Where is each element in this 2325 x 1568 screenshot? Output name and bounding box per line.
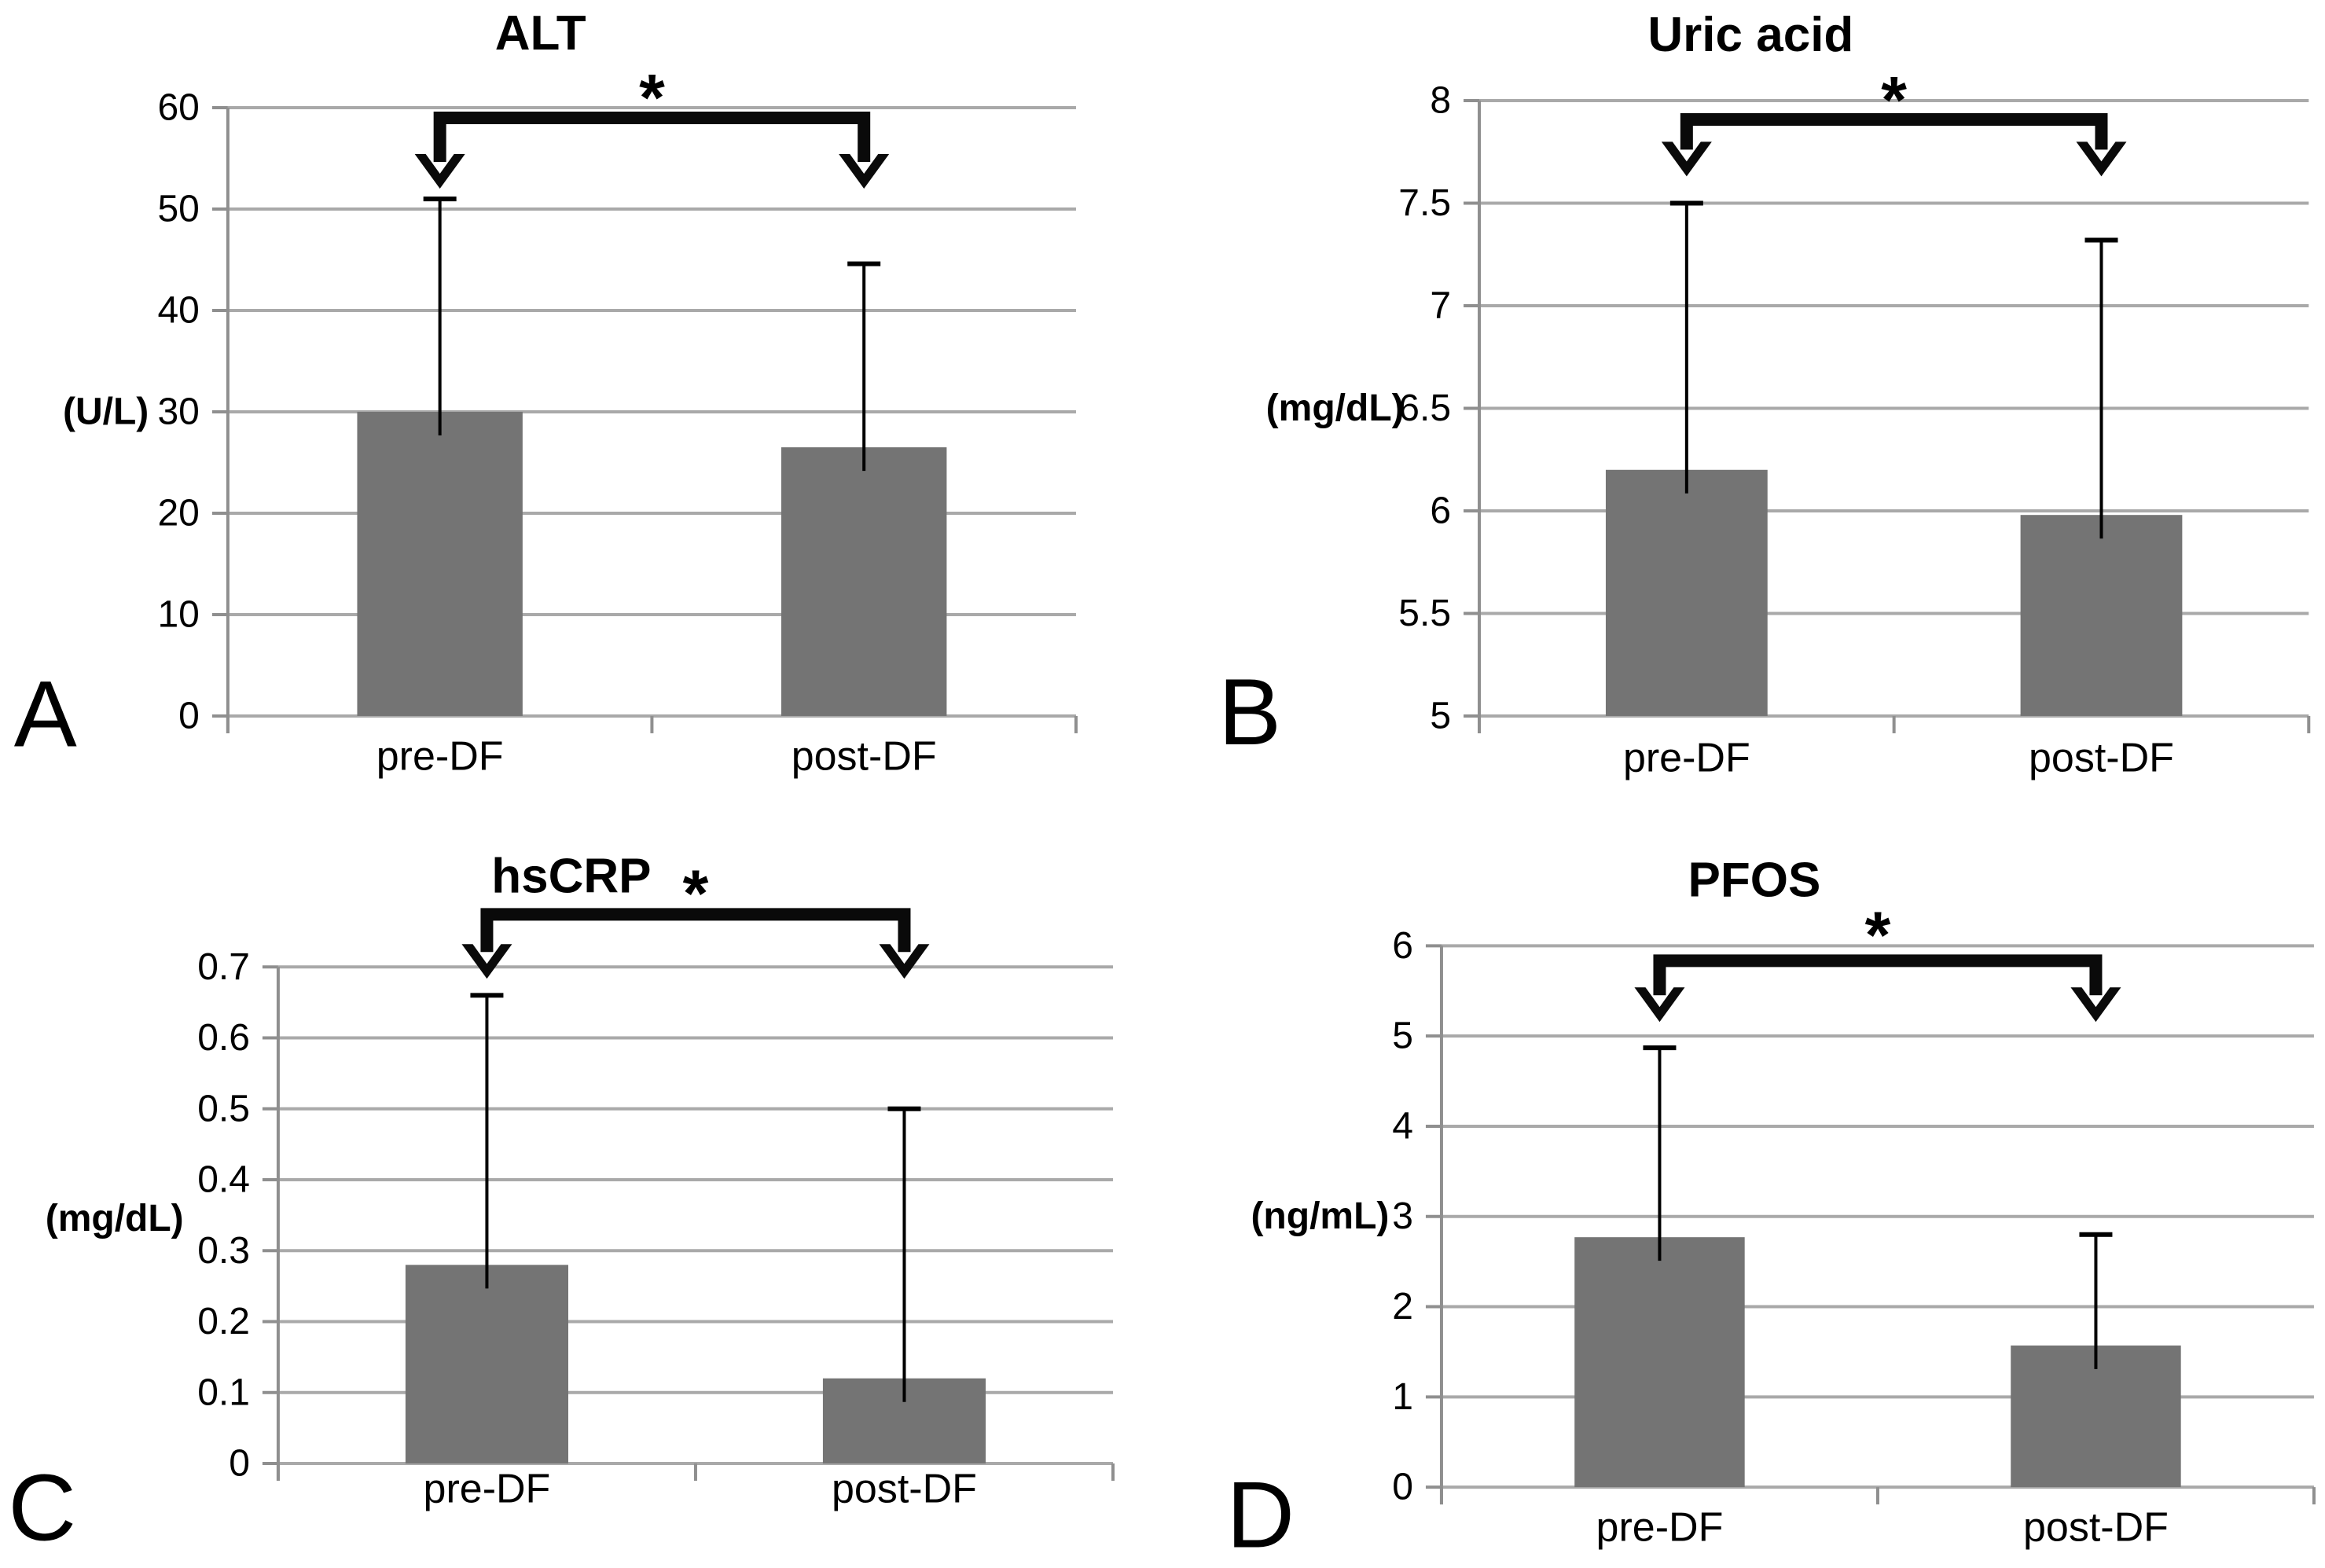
significance-asterisk: * (1865, 898, 1891, 971)
y-tick-label: 6.5 (1398, 387, 1451, 429)
panel-title: PFOS (1688, 853, 1821, 907)
down-arrow-icon (839, 153, 890, 189)
panel-letter: B (1218, 659, 1281, 765)
down-arrow-icon (1634, 987, 1685, 1023)
panel-title: Uric acid (1647, 8, 1853, 62)
panel-d-pfos-chart: 0 1 2 3 4 5 6 (ng/mL) pre-DF post-DF * PFOS D (1226, 853, 2316, 1568)
y-tick-label: 0.6 (197, 1017, 250, 1059)
panel-letter: A (14, 662, 77, 767)
y-tick-label: 4 (1392, 1105, 1413, 1147)
category-label: post-DF (2029, 736, 2174, 781)
y-tick-label: 0.3 (197, 1230, 250, 1272)
y-tick-label: 10 (157, 593, 199, 635)
significance-bracket (1680, 112, 2108, 150)
panel-a-alt-chart: 0 10 20 30 40 50 60 (U/L) pre-DF post-DF * ALT A (14, 6, 1078, 780)
down-arrow-icon (461, 944, 512, 979)
significance-bracket (1653, 954, 2103, 996)
y-tick-label: 6 (1392, 925, 1413, 967)
y-axis-unit-label: (U/L) (63, 391, 149, 432)
significance-asterisk: * (639, 61, 665, 134)
y-tick-label: 30 (157, 391, 199, 432)
y-tick-label: 1 (1392, 1376, 1413, 1418)
y-tick-label: 5.5 (1398, 593, 1451, 634)
panel-c-hscrp-chart: 0 0.1 0.2 0.3 0.4 0.5 0.6 0.7 (mg/dL) pre-DF post-… (8, 849, 1115, 1561)
y-tick-label: 5 (1430, 695, 1451, 736)
category-label: pre-DF (376, 734, 504, 780)
y-axis-unit-label: (mg/dL) (46, 1198, 184, 1239)
significance-asterisk: * (1881, 63, 1907, 137)
panel-title: ALT (495, 6, 586, 61)
y-tick-label: 3 (1392, 1195, 1413, 1237)
down-arrow-icon (879, 944, 930, 979)
bar-pre-DF (357, 411, 523, 716)
y-tick-label: 0 (178, 695, 200, 736)
category-label: post-DF (832, 1467, 977, 1512)
significance-bracket (480, 908, 911, 953)
significance-asterisk: * (683, 856, 709, 930)
down-arrow-icon (1661, 141, 1712, 177)
y-tick-label: 7 (1430, 285, 1451, 326)
down-arrow-icon (414, 153, 465, 189)
y-tick-label: 5 (1392, 1015, 1413, 1057)
y-tick-label: 60 (157, 86, 199, 128)
category-label: post-DF (792, 734, 937, 780)
panel-letter: D (1226, 1463, 1295, 1568)
down-arrow-icon (2076, 141, 2127, 177)
y-tick-label: 8 (1430, 80, 1451, 122)
y-tick-label: 50 (157, 188, 199, 230)
y-tick-label: 0.4 (197, 1159, 250, 1201)
y-tick-label: 0.2 (197, 1301, 250, 1342)
bar-pre-DF (405, 1265, 568, 1463)
y-tick-label: 0.1 (197, 1372, 250, 1413)
bar-pre-DF (1605, 469, 1768, 716)
panel-letter: C (8, 1456, 76, 1561)
category-label: post-DF (2023, 1505, 2169, 1551)
y-tick-label: 20 (157, 492, 199, 534)
y-tick-label: 0 (1392, 1467, 1413, 1508)
bar-post-DF (2020, 515, 2183, 716)
y-tick-label: 7.5 (1398, 182, 1451, 224)
down-arrow-icon (2070, 987, 2121, 1023)
y-tick-label: 0.7 (197, 946, 250, 988)
category-label: pre-DF (424, 1467, 551, 1512)
y-tick-label: 6 (1430, 490, 1451, 531)
y-axis-unit-label: (mg/dL) (1266, 387, 1405, 429)
y-tick-label: 0.5 (197, 1088, 250, 1129)
bar-post-DF (2011, 1345, 2181, 1488)
panel-title: hsCRP (491, 849, 651, 903)
bar-post-DF (781, 447, 947, 716)
bar-pre-DF (1574, 1237, 1745, 1488)
category-label: pre-DF (1623, 736, 1750, 781)
significance-bracket (433, 111, 871, 162)
y-tick-label: 2 (1392, 1286, 1413, 1327)
category-label: pre-DF (1596, 1505, 1724, 1551)
y-axis-unit-label: (ng/mL) (1251, 1195, 1389, 1237)
y-tick-label: 0 (229, 1442, 250, 1484)
y-tick-label: 40 (157, 289, 199, 331)
panel-b-uric-acid-chart: 5 5.5 6 6.5 7 7.5 8 (mg/dL) pre-DF post-DF * Uric a… (1218, 8, 2311, 781)
